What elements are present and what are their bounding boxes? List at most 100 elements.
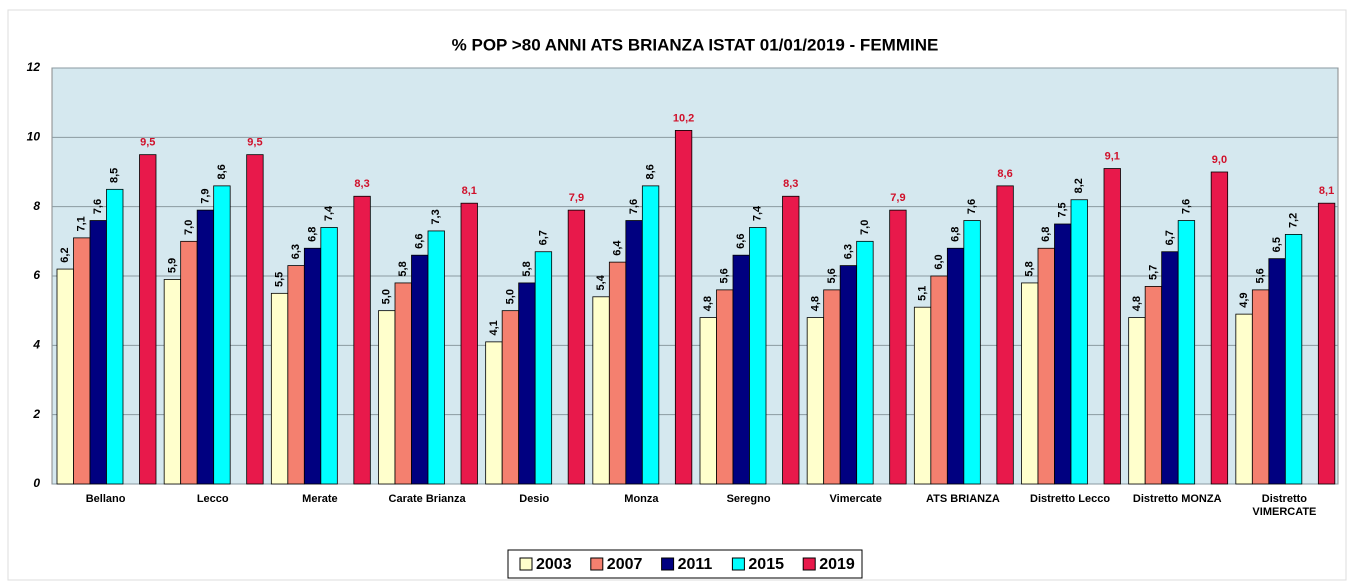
value-label: 7,1 bbox=[76, 216, 88, 231]
value-label: 5,0 bbox=[381, 289, 393, 304]
bar bbox=[378, 310, 396, 485]
value-label: 5,8 bbox=[521, 261, 533, 276]
bar bbox=[1210, 171, 1229, 485]
value-label: 8,6 bbox=[997, 168, 1012, 180]
value-label: 7,6 bbox=[1180, 199, 1192, 214]
y-tick-label: 4 bbox=[32, 338, 40, 352]
value-label: 8,2 bbox=[1073, 178, 1085, 193]
bar bbox=[1251, 289, 1270, 485]
legend-swatch bbox=[590, 557, 604, 571]
bar bbox=[163, 279, 182, 485]
value-label: 6,7 bbox=[1164, 230, 1176, 245]
legend-label: 2011 bbox=[678, 556, 713, 573]
value-label: 7,3 bbox=[430, 209, 442, 224]
value-label: 8,1 bbox=[1319, 185, 1334, 197]
bar bbox=[73, 237, 91, 485]
value-label: 6,6 bbox=[414, 234, 426, 249]
value-label: 6,8 bbox=[949, 227, 961, 242]
bar bbox=[946, 247, 965, 485]
bar bbox=[674, 129, 693, 485]
bar bbox=[699, 317, 717, 485]
y-tick-label: 8 bbox=[33, 199, 40, 213]
bar bbox=[641, 185, 660, 485]
y-tick-label: 0 bbox=[33, 476, 40, 490]
value-label: 5,6 bbox=[1254, 268, 1266, 283]
bar bbox=[1128, 317, 1146, 485]
bar bbox=[716, 289, 734, 485]
legend-label: 2003 bbox=[536, 556, 572, 573]
value-label: 8,6 bbox=[644, 164, 656, 179]
value-label: 5,8 bbox=[1024, 261, 1036, 276]
bar bbox=[320, 227, 338, 485]
value-label: 8,3 bbox=[354, 178, 369, 190]
legend-swatch bbox=[802, 557, 816, 571]
bar bbox=[270, 292, 289, 485]
x-tick-label: Distretto Lecco bbox=[1030, 493, 1111, 505]
value-label: 7,4 bbox=[752, 205, 764, 221]
value-label: 7,9 bbox=[890, 192, 905, 204]
value-label: 6,8 bbox=[1040, 227, 1052, 242]
bar bbox=[1161, 251, 1179, 485]
bar bbox=[592, 296, 610, 485]
x-tick-label: Carate Brianza bbox=[388, 493, 466, 505]
x-tick-label: Distretto MONZA bbox=[1132, 493, 1222, 505]
chart-title: % POP >80 ANNI ATS BRIANZA ISTAT 01/01/2… bbox=[452, 35, 939, 54]
bar bbox=[485, 341, 503, 485]
value-label: 4,8 bbox=[702, 296, 714, 311]
x-tick-label: Distretto VIMERCATE bbox=[1252, 493, 1317, 518]
bar bbox=[1021, 282, 1039, 485]
value-label: 5,7 bbox=[1147, 265, 1159, 280]
bar bbox=[1284, 233, 1303, 485]
value-label: 6,2 bbox=[59, 247, 71, 262]
bar bbox=[567, 209, 586, 485]
bar bbox=[460, 202, 478, 485]
bar bbox=[963, 220, 981, 485]
value-label: 4,9 bbox=[1238, 292, 1250, 307]
bar bbox=[1037, 247, 1055, 485]
value-label: 9,0 bbox=[1212, 154, 1227, 166]
x-tick-label: ATS BRIANZA bbox=[926, 493, 1000, 505]
value-label: 9,5 bbox=[247, 137, 262, 149]
bar bbox=[518, 282, 536, 485]
bar bbox=[180, 240, 198, 485]
bar bbox=[625, 220, 643, 485]
value-label: 5,5 bbox=[273, 272, 285, 287]
legend-swatch bbox=[519, 557, 533, 571]
bar bbox=[1177, 220, 1196, 485]
value-label: 7,9 bbox=[569, 192, 584, 204]
value-label: 6,3 bbox=[290, 244, 302, 259]
bar bbox=[303, 247, 322, 485]
value-label: 8,3 bbox=[783, 178, 798, 190]
value-label: 7,6 bbox=[966, 199, 978, 214]
value-label: 7,0 bbox=[859, 220, 871, 235]
value-label: 7,5 bbox=[1057, 202, 1069, 217]
bar bbox=[1317, 202, 1336, 485]
bar bbox=[782, 195, 800, 485]
x-tick-label: Desio bbox=[519, 493, 550, 505]
value-label: 8,5 bbox=[109, 168, 121, 183]
bar bbox=[749, 227, 767, 485]
bar bbox=[889, 209, 907, 485]
x-tick-label: Monza bbox=[624, 493, 659, 505]
value-label: 9,1 bbox=[1105, 150, 1120, 162]
value-label: 5,0 bbox=[504, 289, 516, 304]
value-label: 7,9 bbox=[199, 188, 211, 203]
bar bbox=[246, 154, 264, 485]
bar bbox=[353, 195, 371, 485]
value-label: 8,1 bbox=[462, 185, 477, 197]
bar bbox=[1103, 168, 1121, 485]
bar bbox=[913, 306, 932, 485]
bar bbox=[139, 154, 157, 485]
bar bbox=[196, 209, 215, 485]
value-label: 4,8 bbox=[809, 296, 821, 311]
bar bbox=[823, 289, 841, 485]
bar bbox=[1144, 285, 1163, 485]
bar bbox=[1268, 258, 1286, 485]
value-label: 5,4 bbox=[595, 274, 607, 290]
x-tick-label: Merate bbox=[302, 493, 338, 505]
bar bbox=[806, 317, 825, 485]
bar bbox=[839, 265, 858, 485]
bar bbox=[411, 254, 429, 485]
